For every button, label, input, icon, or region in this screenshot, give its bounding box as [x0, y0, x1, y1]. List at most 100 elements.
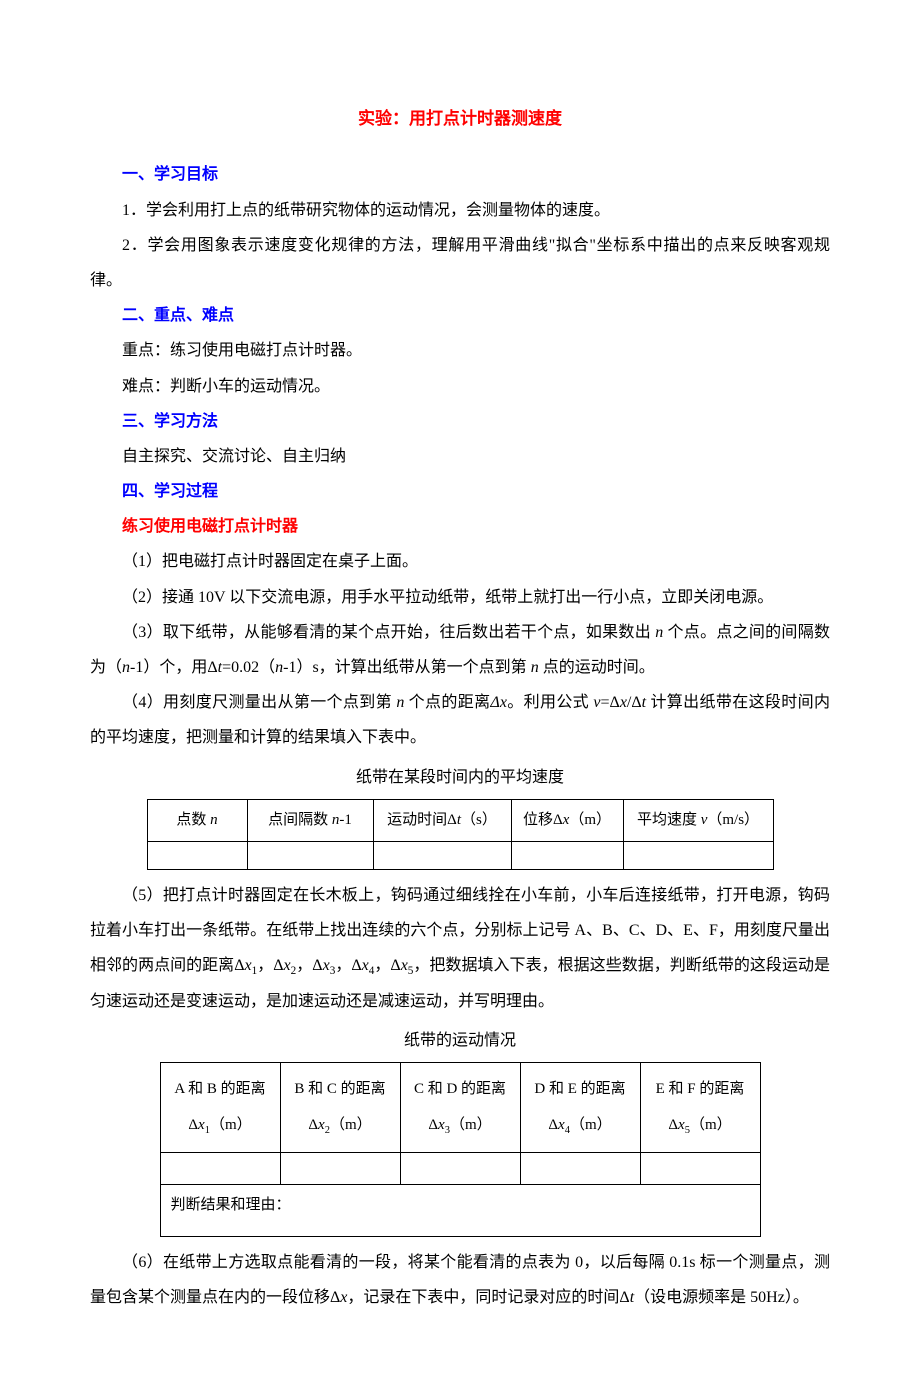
table-header-bc: B 和 C 的距离Δx2（m）	[280, 1063, 400, 1152]
step-4-text-b: 个点的距离	[404, 694, 490, 711]
section-1-heading: 一、学习目标	[90, 157, 830, 192]
var-x: x	[620, 694, 627, 711]
th-text: （m）	[569, 812, 611, 828]
step-4-text-c: 。利用公式	[507, 694, 593, 711]
result-cell: 判断结果和理由：	[160, 1184, 760, 1236]
th-text: 位移Δ	[523, 812, 563, 828]
th-text: （m/s）	[707, 812, 759, 828]
step-4-text-e: /Δ	[627, 694, 642, 711]
emphasis: 重点：练习使用电磁打点计时器。	[90, 333, 830, 368]
table-cell	[400, 1152, 520, 1184]
goal-2: 2．学会用图象表示速度变化规律的方法，理解用平滑曲线"拟合"坐标系中描出的点来反…	[90, 228, 830, 298]
section-4-heading: 四、学习过程	[90, 474, 830, 509]
table-row-result: 判断结果和理由：	[160, 1184, 760, 1236]
methods: 自主探究、交流讨论、自主归纳	[90, 439, 830, 474]
table-header-cd: C 和 D 的距离Δx3（m）	[400, 1063, 520, 1152]
subsection-heading: 练习使用电磁打点计时器	[90, 509, 830, 544]
step-4-text-d: =Δ	[601, 694, 620, 711]
step-1: （1）把电磁打点计时器固定在桌子上面。	[90, 544, 830, 579]
table-cell	[280, 1152, 400, 1184]
table-header-de: D 和 E 的距离Δx4（m）	[520, 1063, 640, 1152]
var-x2: x	[284, 957, 291, 974]
table-cell	[160, 1152, 280, 1184]
goal-2-text: 2．学会用图象表示速度变化规律的方法，理解用平滑曲线"拟合"坐标系中描出的点来反…	[90, 237, 830, 289]
table-header-ef: E 和 F 的距离Δx5（m）	[640, 1063, 760, 1152]
step-6-text-b: ，记录在下表中，同时记录对应的时间Δ	[347, 1289, 629, 1306]
difficulty: 难点：判断小车的运动情况。	[90, 369, 830, 404]
th-text: E 和 F 的距离	[656, 1081, 745, 1097]
var-v: v	[593, 694, 600, 711]
var-x4: x	[558, 1117, 565, 1133]
table-header-disp: 位移Δx（m）	[511, 799, 623, 841]
step-5: （5）把打点计时器固定在长木板上，钩码通过细线拴在小车前，小车后连接纸带，打开电…	[90, 878, 830, 1019]
step-5-text-e: ，Δ	[374, 957, 400, 974]
table-2-caption: 纸带的运动情况	[90, 1023, 830, 1058]
th-text: A 和 B 的距离	[174, 1081, 265, 1097]
table-average-speed: 点数 n 点间隔数 n-1 运动时间Δt（s） 位移Δx（m） 平均速度 v（m…	[147, 799, 774, 870]
step-4-text-a: （4）用刻度尺测量出从第一个点到第	[122, 694, 396, 711]
th-unit: （m）	[690, 1117, 732, 1133]
th-unit: （m）	[330, 1117, 372, 1133]
th-unit: （m）	[450, 1117, 492, 1133]
table-cell	[623, 841, 773, 869]
th-text: 点数	[176, 812, 210, 828]
var-x1: x	[245, 957, 252, 974]
step-6: （6）在纸带上方选取点能看清的一段，将某个能看清的点表为 0，以后每隔 0.1s…	[90, 1245, 830, 1315]
table-cell	[511, 841, 623, 869]
th-text: -1	[339, 812, 352, 828]
th-unit: （m）	[210, 1117, 252, 1133]
th-text: 点间隔数	[268, 812, 332, 828]
step-5-text-b: ，Δ	[257, 957, 283, 974]
th-text: C 和 D 的距离	[414, 1081, 506, 1097]
table-cell	[147, 841, 247, 869]
table-cell	[520, 1152, 640, 1184]
table-cell	[373, 841, 511, 869]
step-3-text-c: -1）个，用Δ	[130, 659, 218, 676]
var-x3: x	[323, 957, 330, 974]
var-n: n	[210, 812, 218, 828]
step-3-text-d: =0.02（	[222, 659, 275, 676]
table-header-ab: A 和 B 的距离Δx1（m）	[160, 1063, 280, 1152]
var-x3: x	[438, 1117, 445, 1133]
table-row	[160, 1152, 760, 1184]
goal-1: 1．学会利用打上点的纸带研究物体的运动情况，会测量物体的速度。	[90, 193, 830, 228]
document-title: 实验：用打点计时器测速度	[90, 100, 830, 137]
th-text: （s）	[461, 812, 497, 828]
var-x1: x	[198, 1117, 205, 1133]
table-header-time: 运动时间Δt（s）	[373, 799, 511, 841]
var-x2: x	[318, 1117, 325, 1133]
th-unit: （m）	[570, 1117, 612, 1133]
step-5-text-c: ，Δ	[296, 957, 322, 974]
table-1-caption: 纸带在某段时间内的平均速度	[90, 760, 830, 795]
th-text: D 和 E 的距离	[534, 1081, 625, 1097]
var-dx: Δx	[490, 694, 507, 711]
step-5-text-d: ，Δ	[335, 957, 361, 974]
var-x5: x	[678, 1117, 685, 1133]
table-row	[147, 841, 773, 869]
table-cell	[247, 841, 373, 869]
section-2-heading: 二、重点、难点	[90, 298, 830, 333]
table-cell	[640, 1152, 760, 1184]
step-6-text-c: （设电源频率是 50Hz）。	[634, 1289, 809, 1306]
step-2: （2）接通 10V 以下交流电源，用手水平拉动纸带，纸带上就打出一行小点，立即关…	[90, 580, 830, 615]
th-text: 运动时间Δ	[387, 812, 457, 828]
th-text: 平均速度	[637, 812, 701, 828]
table-row: 点数 n 点间隔数 n-1 运动时间Δt（s） 位移Δx（m） 平均速度 v（m…	[147, 799, 773, 841]
table-header-n: 点数 n	[147, 799, 247, 841]
table-motion: A 和 B 的距离Δx1（m） B 和 C 的距离Δx2（m） C 和 D 的距…	[160, 1062, 761, 1236]
step-3-text-a: （3）取下纸带，从能够看清的某个点开始，往后数出若干个点，如果数出	[122, 624, 655, 641]
table-row: A 和 B 的距离Δx1（m） B 和 C 的距离Δx2（m） C 和 D 的距…	[160, 1063, 760, 1152]
step-3: （3）取下纸带，从能够看清的某个点开始，往后数出若干个点，如果数出 n 个点。点…	[90, 615, 830, 685]
step-3-text-e: -1）s，计算出纸带从第一个点到第	[283, 659, 531, 676]
var-x4: x	[362, 957, 369, 974]
section-3-heading: 三、学习方法	[90, 404, 830, 439]
step-4: （4）用刻度尺测量出从第一个点到第 n 个点的距离Δx。利用公式 v=Δx/Δt…	[90, 685, 830, 755]
var-n: n	[531, 659, 539, 676]
var-n: n	[275, 659, 283, 676]
var-n: n	[122, 659, 130, 676]
var-x5: x	[401, 957, 408, 974]
step-3-text-f: 点的运动时间。	[539, 659, 655, 676]
th-text: B 和 C 的距离	[294, 1081, 385, 1097]
table-header-speed: 平均速度 v（m/s）	[623, 799, 773, 841]
table-header-interval: 点间隔数 n-1	[247, 799, 373, 841]
